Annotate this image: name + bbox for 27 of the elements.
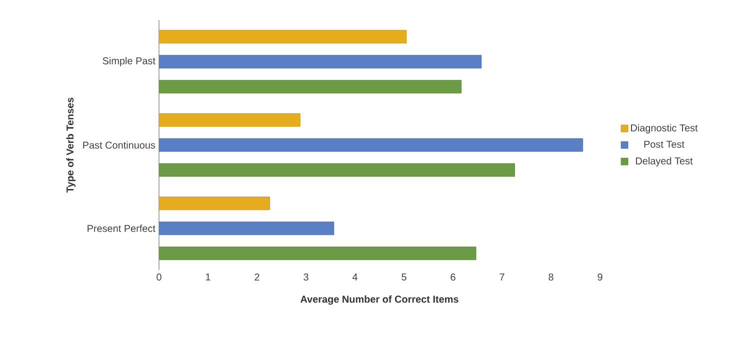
x-tick-label: 4	[352, 274, 358, 280]
bar	[159, 246, 476, 260]
bar	[159, 113, 300, 127]
bar	[159, 30, 407, 44]
y-tick-label: Simple Past	[102, 57, 156, 66]
x-tick-label: 0	[156, 274, 162, 281]
bar	[159, 196, 270, 210]
x-tick-label: 9	[598, 274, 602, 281]
bar	[159, 138, 584, 152]
x-tick-label: 8	[548, 274, 554, 281]
x-tick-label: 5	[402, 274, 406, 280]
x-tick-label: 2	[254, 274, 260, 280]
bar	[159, 80, 462, 94]
x-tick-label: 1	[206, 274, 210, 280]
y-axis-title: Type of Verb Tenses	[66, 98, 76, 193]
legend-label: Delayed Test	[636, 157, 693, 166]
bar	[159, 163, 515, 177]
x-tick-label: 6	[450, 274, 456, 281]
x-tick-label: 3	[304, 274, 308, 281]
legend-label: Post Test	[644, 140, 684, 148]
bar	[159, 222, 334, 236]
x-tick-label: 7	[500, 274, 504, 280]
bar	[159, 54, 482, 68]
y-tick-label: Past Continuous	[83, 141, 156, 149]
y-tick-label: Present Perfect	[88, 224, 156, 232]
x-axis-title: Average Number of Correct Items	[300, 295, 458, 305]
legend-label: Diagnostic Test	[631, 124, 698, 134]
